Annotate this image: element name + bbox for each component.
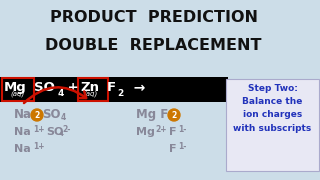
Text: Na: Na: [14, 108, 32, 121]
Text: F: F: [169, 127, 177, 137]
Text: (aq): (aq): [83, 91, 97, 97]
Text: F: F: [107, 81, 116, 94]
Text: PRODUCT  PREDICTION: PRODUCT PREDICTION: [50, 10, 258, 25]
Text: 4: 4: [58, 89, 64, 98]
Text: 2: 2: [117, 89, 123, 98]
Text: →: →: [124, 80, 145, 95]
Circle shape: [168, 109, 180, 121]
Text: 1+: 1+: [33, 125, 44, 134]
Text: 1-: 1-: [178, 142, 186, 151]
Text: (aq): (aq): [10, 91, 24, 97]
Text: Mg F: Mg F: [136, 108, 168, 121]
Text: SO: SO: [34, 81, 55, 94]
Text: Mg: Mg: [4, 81, 27, 94]
Text: +: +: [63, 81, 88, 94]
Text: 1-: 1-: [178, 125, 186, 134]
Text: Mg: Mg: [136, 127, 155, 137]
Text: 2-: 2-: [62, 125, 70, 134]
Text: Zn: Zn: [80, 81, 99, 94]
Text: 2+: 2+: [155, 125, 166, 134]
Text: 4: 4: [59, 131, 64, 137]
Bar: [2, 78, 34, 101]
FancyArrowPatch shape: [24, 87, 86, 103]
Bar: [78, 78, 108, 101]
Text: Step Two:
Balance the
ion charges
with subscripts: Step Two: Balance the ion charges with s…: [233, 84, 312, 133]
Text: 2: 2: [172, 111, 177, 120]
Text: F: F: [169, 144, 177, 154]
FancyBboxPatch shape: [226, 79, 319, 171]
Text: DOUBLE  REPLACEMENT: DOUBLE REPLACEMENT: [45, 38, 262, 53]
Circle shape: [31, 109, 43, 121]
Text: 1+: 1+: [33, 142, 44, 151]
Text: Na: Na: [14, 127, 31, 137]
Text: SO: SO: [46, 127, 63, 137]
Text: 4: 4: [61, 113, 66, 122]
Text: SO: SO: [42, 108, 60, 121]
Text: Na: Na: [14, 144, 31, 154]
Text: 2: 2: [34, 111, 40, 120]
Bar: [0, 77, 228, 102]
